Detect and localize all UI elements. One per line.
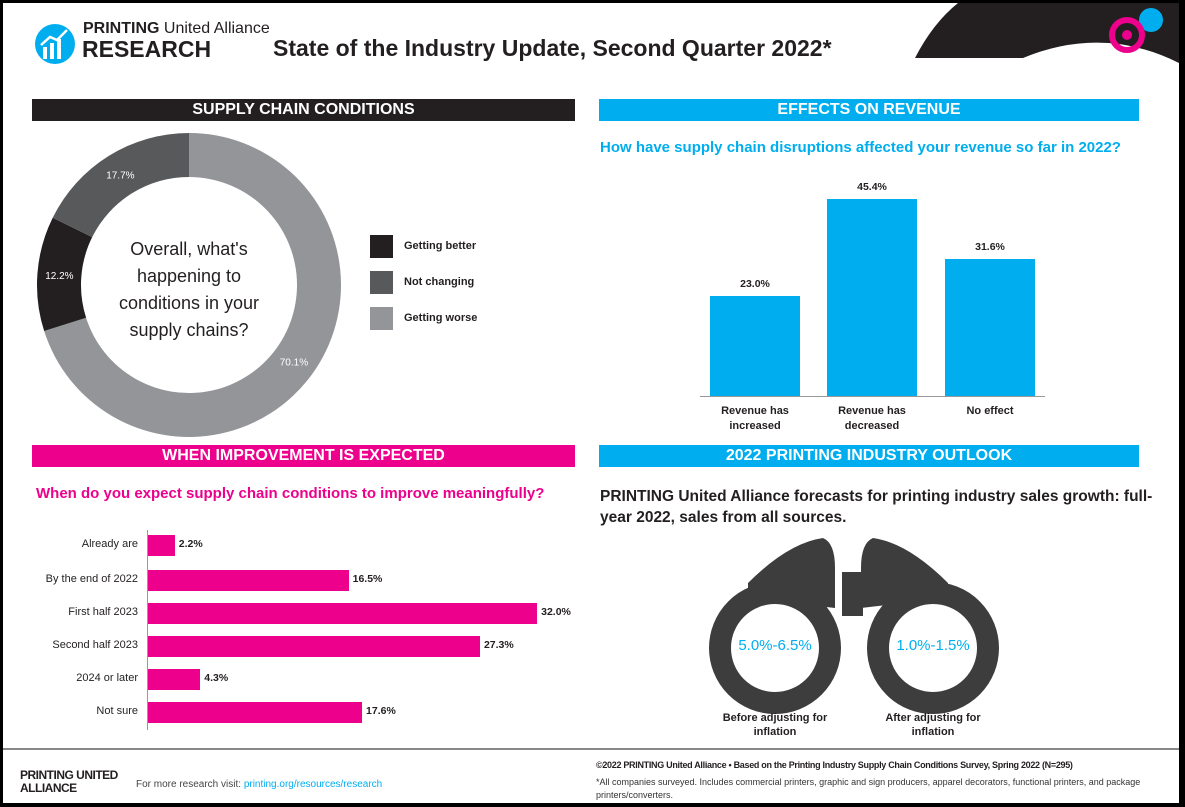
after-inflation-label: After adjusting for inflation <box>885 712 981 738</box>
legend-item: Getting worse <box>370 300 477 336</box>
data-label: 31.6% <box>975 240 1005 253</box>
revenue-question: How have supply chain disruptions affect… <box>600 139 1121 156</box>
legend-swatch <box>370 306 393 330</box>
research-link[interactable]: printing.org/resources/research <box>243 779 383 790</box>
after-inflation-value: 1.0%-1.5% <box>896 637 970 654</box>
improvement-bar <box>148 535 175 556</box>
research-logo-icon <box>35 24 75 64</box>
category-label: 2024 or later <box>76 672 138 684</box>
improvement-question: When do you expect supply chain conditio… <box>36 485 545 502</box>
revenue-bar <box>945 258 1035 396</box>
data-label: 27.3% <box>483 639 514 651</box>
section-improvement: WHEN IMPROVEMENT IS EXPECTED <box>32 445 575 467</box>
brand-research: RESEARCH <box>82 36 212 62</box>
corner-decoration <box>915 3 1179 63</box>
y-axis <box>147 530 148 730</box>
before-inflation-value: 5.0%-6.5% <box>738 637 812 654</box>
category-label: Second half 2023 <box>52 639 138 651</box>
category-label: No effect <box>966 405 1014 417</box>
data-label: 16.5% <box>352 573 383 585</box>
category-label: Already are <box>81 538 138 550</box>
legend-label: Getting worse <box>404 312 478 324</box>
data-label: 23.0% <box>740 278 770 291</box>
data-label: 45.4% <box>857 180 887 193</box>
category-label: Not sure <box>96 705 138 717</box>
legend-label: Getting better <box>404 240 477 252</box>
donut-slice-1 <box>52 133 189 238</box>
improvement-bar <box>148 603 538 624</box>
data-label: 4.3% <box>204 672 229 684</box>
page-title: State of the Industry Update, Second Qua… <box>273 35 832 61</box>
improvement-bar <box>148 669 201 690</box>
legend-swatch <box>370 270 393 294</box>
footer-divider <box>3 748 1179 750</box>
donut-label: 17.7% <box>106 171 134 182</box>
donut-legend: Getting better Not changing Getting worse <box>370 228 477 336</box>
category-label: Revenue has increased <box>721 405 789 432</box>
before-inflation-label: Before adjusting for inflation <box>722 712 828 738</box>
improvement-bar <box>148 702 363 723</box>
footer-copyright: ©2022 PRINTING United Alliance • Based o… <box>596 760 1073 770</box>
donut-slice-0 <box>37 217 93 332</box>
data-label: 17.6% <box>366 705 396 717</box>
binoculars-icon <box>709 538 999 714</box>
brand-name: PRINTING United Alliance <box>83 20 270 37</box>
footer-visit: For more research visit: printing.org/re… <box>136 779 383 790</box>
section-outlook: 2022 PRINTING INDUSTRY OUTLOOK <box>599 445 1139 467</box>
data-label: 2.2% <box>178 538 203 550</box>
outlook-text: PRINTING United Alliance forecasts for p… <box>600 488 1153 526</box>
legend-swatch <box>370 234 393 258</box>
data-label: 32.0% <box>541 606 571 618</box>
section-supply-chain: SUPPLY CHAIN CONDITIONS <box>32 99 575 121</box>
donut-chart: 70.1% 12.2% 17.7% <box>37 133 341 437</box>
donut-label: 70.1% <box>280 358 308 369</box>
donut-slice-2 <box>44 133 341 437</box>
donut-center-text: Overall, what's happening to conditions … <box>118 239 260 340</box>
section-revenue: EFFECTS ON REVENUE <box>599 99 1139 121</box>
improvement-bar <box>148 570 349 591</box>
legend-item: Getting better <box>370 228 477 264</box>
category-label: Revenue has decreased <box>838 405 906 432</box>
legend-label: Not changing <box>404 276 475 288</box>
improvement-bar <box>148 636 480 657</box>
revenue-bar <box>827 198 917 396</box>
x-axis <box>700 396 1045 397</box>
legend-item: Not changing <box>370 264 477 300</box>
donut-label: 12.2% <box>45 271 73 282</box>
category-label: By the end of 2022 <box>45 573 138 585</box>
infographic-page: PRINTING United Alliance RESEARCH State … <box>3 3 1179 803</box>
category-label: First half 2023 <box>68 606 138 618</box>
footer-logo: PRINTING UNITED ALLIANCE <box>20 768 118 795</box>
footer-note: *All companies surveyed. Includes commer… <box>596 777 1141 800</box>
revenue-bar <box>710 296 800 396</box>
